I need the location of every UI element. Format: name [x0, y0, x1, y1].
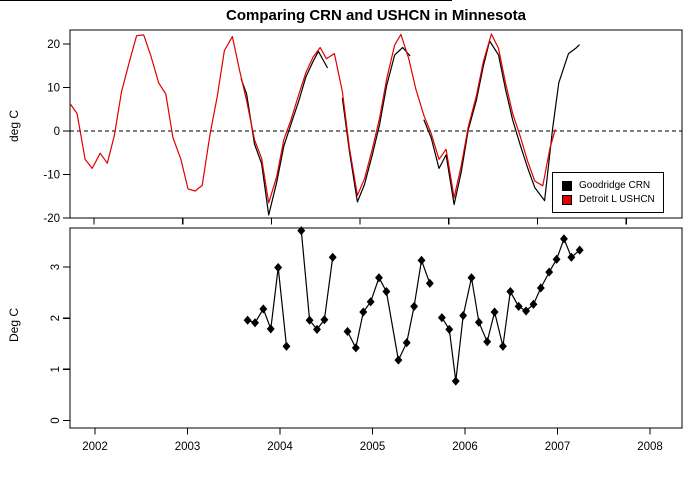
top-y-tick-label: 0 [54, 126, 60, 138]
bottom-difference-series-point [359, 307, 368, 317]
bottom-difference-series-point [545, 267, 554, 277]
bottom-difference-series-point [498, 341, 507, 351]
bottom-difference-series-point [351, 343, 360, 353]
bottom-difference-series-line [247, 266, 288, 347]
series-goodridge-crn-line [341, 46, 411, 203]
x-tick-label-year: 2006 [452, 441, 478, 453]
x-tick-label-year: 2005 [360, 441, 386, 453]
legend-item-goodridge-crn: Goodridge CRN [562, 179, 663, 191]
bottom-difference-series-point [394, 355, 403, 365]
bottom-difference-series-point [567, 252, 576, 262]
top-panel-box [69, 29, 683, 219]
bottom-difference-series-point [451, 376, 460, 386]
bottom-difference-series-point [305, 315, 314, 325]
legend-label: Goodridge CRN [579, 179, 651, 191]
bottom-difference-series-point [483, 337, 492, 347]
legend-label: Detroit L USHCN [579, 193, 655, 205]
bottom-difference-series-point [474, 317, 483, 327]
x-tick-label-year: 2004 [267, 441, 293, 453]
bottom-y-tick-label: 1 [50, 366, 62, 372]
bottom-difference-series-point [274, 262, 283, 273]
bottom-difference-series-point [410, 301, 419, 311]
chart-title: Comparing CRN and USHCN in Minnesota [225, 7, 526, 24]
x-tick-label-year: 2007 [545, 441, 571, 453]
bottom-difference-series-point [459, 311, 468, 321]
bottom-difference-series-point [536, 283, 545, 293]
bottom-difference-series-point [251, 318, 259, 328]
bottom-difference-series-point [437, 313, 446, 323]
series-goodridge-crn-line [240, 50, 328, 216]
bottom-difference-series-point [243, 315, 252, 325]
bottom-difference-series-point [402, 338, 411, 348]
bottom-difference-series-point [266, 324, 275, 334]
bottom-difference-series-point [328, 252, 337, 262]
bottom-difference-series-point [522, 306, 531, 316]
bottom-panel-box [69, 227, 683, 429]
top-y-tick-label: -10 [43, 170, 60, 182]
bottom-difference-series-point [514, 301, 523, 311]
bottom-difference-series-point [417, 255, 426, 265]
x-tick-label-year: 2003 [175, 441, 201, 453]
bottom-difference-series-point [282, 341, 291, 351]
bottom-difference-series-point [529, 299, 538, 309]
bottom-difference-series-point [467, 273, 476, 283]
bottom-difference-series-line [300, 230, 334, 330]
series-goodridge-crn-line [423, 40, 580, 206]
x-tick-label-year: 2002 [82, 441, 108, 453]
top-y-tick-label: 10 [47, 83, 60, 95]
bottom-difference-series-point [343, 326, 352, 337]
bottom-difference-series-point [425, 278, 434, 288]
bottom-difference-series-point [259, 304, 268, 314]
top-edge-line [0, 0, 452, 1]
bottom-difference-series-point [490, 307, 499, 317]
bottom-difference-series-point [320, 315, 329, 325]
bottom-difference-series-point [560, 234, 568, 244]
x-tick-label-year: 2008 [637, 441, 663, 453]
legend: Goodridge CRN Detroit L USHCN [552, 172, 664, 213]
bottom-y-tick-label: 2 [50, 315, 62, 321]
bottom-difference-series-point [375, 273, 383, 283]
legend-swatch-black-square-icon [562, 180, 572, 191]
bottom-y-tick-label: 3 [50, 264, 62, 270]
legend-item-detroit-l-ushcn: Detroit L USHCN [562, 193, 663, 205]
bottom-difference-series-point [506, 286, 515, 297]
bottom-difference-series-point [313, 324, 321, 334]
bottom-difference-series-line [346, 259, 431, 361]
bottom-difference-series-point [366, 297, 375, 307]
bottom-difference-series-point [575, 245, 584, 255]
bottom-difference-series-point [445, 324, 454, 334]
top-y-tick-label: -20 [43, 213, 60, 225]
bottom-difference-series-point [297, 226, 306, 236]
series-detroit-l-ushcn-line [69, 33, 556, 204]
legend-swatch-red-square-icon [562, 194, 572, 205]
bottom-difference-series-point [382, 286, 391, 297]
bottom-y-tick-label: 0 [50, 417, 62, 423]
top-y-tick-label: 20 [47, 39, 60, 51]
bottom-difference-series-point [552, 254, 561, 264]
